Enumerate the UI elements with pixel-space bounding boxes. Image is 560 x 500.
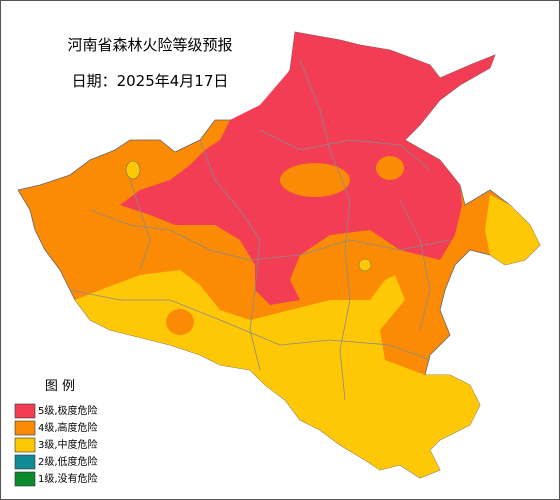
legend-swatch — [14, 403, 36, 419]
legend: 5级,极度危险 4级,高度危险 3级,中度危险 2级,低度危险 1级,没有危险 — [14, 403, 98, 487]
region-level4-spot — [280, 163, 350, 197]
legend-swatch — [14, 437, 36, 453]
map-title: 河南省森林火险等级预报 — [67, 36, 232, 54]
legend-swatch — [14, 420, 36, 436]
legend-label: 4级,高度危险 — [38, 421, 98, 434]
map-date: 日期：2025年4月17日 — [72, 72, 229, 90]
county-lines — [69, 59, 451, 401]
legend-title: 图 例 — [45, 379, 75, 394]
legend-label: 5级,极度危险 — [38, 404, 98, 417]
legend-label: 3级,中度危险 — [38, 438, 98, 451]
region-level3-spot — [125, 160, 141, 180]
legend-swatch — [14, 454, 36, 470]
region-level3-spot — [358, 258, 372, 272]
legend-label: 1级,没有危险 — [38, 472, 98, 485]
region-level4-spot — [166, 309, 194, 335]
region-level4-spot — [376, 156, 404, 180]
legend-label: 2级,低度危险 — [38, 455, 98, 468]
region-level3-east — [485, 195, 540, 265]
legend-swatch — [14, 471, 36, 487]
map — [17, 31, 541, 479]
